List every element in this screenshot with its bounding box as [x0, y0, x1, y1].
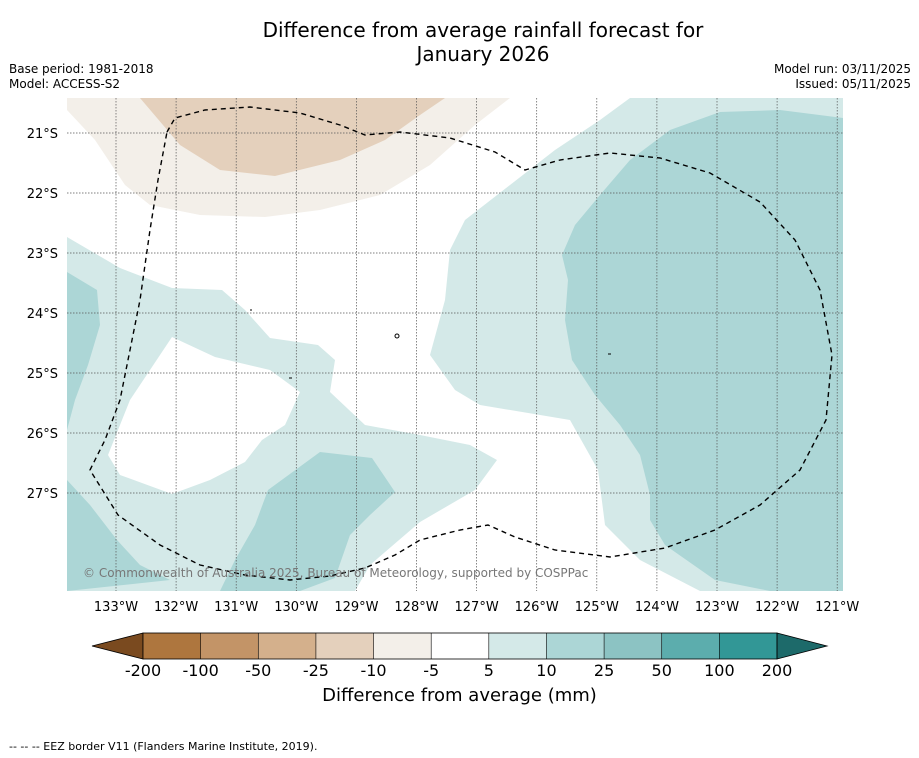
colorbar-segment [431, 633, 489, 659]
wet-region-south-medium [220, 452, 395, 591]
model-name: Model: ACCESS-S2 [9, 77, 121, 91]
lon-label: 126°W [515, 600, 559, 615]
colorbar-segment [200, 633, 259, 659]
colorbar-tick-label: 10 [536, 661, 556, 680]
map-area [67, 98, 843, 591]
colorbar-tick-label: 200 [762, 661, 793, 680]
model-run: Model run: 03/11/2025 [773, 62, 911, 76]
lat-label: 21°S [27, 127, 58, 142]
colorbar [91, 632, 829, 660]
title-line-1: Difference from average rainfall forecas… [262, 18, 704, 42]
lat-label: 25°S [27, 367, 58, 382]
meta-right: Model run: 03/11/2025 Issued: 05/11/2025 [774, 62, 911, 92]
colorbar-tick-label: -50 [245, 661, 271, 680]
colorbar-tick-label: -100 [182, 661, 218, 680]
lon-label: 128°W [394, 600, 438, 615]
colorbar-segment [661, 633, 720, 659]
colorbar-tick-label: -25 [303, 661, 329, 680]
lat-label: 26°S [27, 427, 58, 442]
lon-label: 122°W [755, 600, 799, 615]
colorbar-tick-label: -5 [423, 661, 439, 680]
lon-label: 131°W [214, 600, 258, 615]
colorbar-frame [142, 632, 778, 660]
colorbar-label: Difference from average (mm) [322, 685, 597, 706]
mark-4 [394, 333, 400, 339]
colorbar-segment [719, 633, 777, 659]
colorbar-segment [373, 633, 432, 659]
neutral-region-west [108, 337, 300, 494]
colorbar-segment [546, 633, 605, 659]
colorbar-segment [258, 633, 316, 659]
latitude-labels: 21°S 22°S 23°S 24°S 25°S 26°S 27°S [27, 127, 58, 502]
lon-label: 130°W [274, 600, 318, 615]
lon-label: 133°W [94, 600, 138, 615]
colorbar-tick-label: 50 [652, 661, 672, 680]
wet-region-west-medium [67, 272, 100, 430]
meta-left: Base period: 1981-2018 Model: ACCESS-S2 [9, 62, 154, 92]
lon-label: 127°W [455, 600, 499, 615]
colorbar-extend-high [776, 632, 829, 660]
lon-label: 121°W [815, 600, 859, 615]
colorbar-extend-low [91, 632, 144, 660]
colorbar-tick-label: 100 [704, 661, 735, 680]
colorbar-segment [604, 633, 662, 659]
colorbar-tick-label: 25 [594, 661, 614, 680]
colorbar-segment [488, 633, 547, 659]
colorbar-segment [315, 633, 374, 659]
lon-label: 129°W [334, 600, 378, 615]
eez-border [89, 106, 833, 581]
wet-region-east-medium [562, 110, 843, 591]
base-period: Base period: 1981-2018 [9, 62, 154, 76]
gridlines [67, 98, 843, 591]
small-marks [250, 309, 611, 379]
colorbar-tick-label: -200 [125, 661, 161, 680]
lon-label: 132°W [154, 600, 198, 615]
longitude-labels: 133°W 132°W 131°W 130°W 129°W 128°W 127°W 126°W… [94, 600, 860, 615]
colorbar-ticks: -200 -100 -50 -25 -10 -5 5 10 25 50 100 200 [125, 661, 792, 680]
title-line-2: January 2026 [416, 42, 550, 66]
issued-date: Issued: 05/11/2025 [795, 77, 911, 91]
lat-label: 23°S [27, 247, 58, 262]
lat-label: 22°S [27, 187, 58, 202]
dry-region-medium [140, 98, 445, 176]
lon-label: 125°W [575, 600, 619, 615]
copyright-text: © Commonwealth of Australia 2025, Bureau… [83, 566, 588, 580]
map-title: Difference from average rainfall forecas… [0, 18, 919, 66]
lat-label: 27°S [27, 487, 58, 502]
colorbar-tick-label: 5 [484, 661, 494, 680]
eez-legend: -- -- -- EEZ border V11 (Flanders Marine… [9, 740, 318, 753]
colorbar-tick-label: -10 [360, 661, 386, 680]
lat-label: 24°S [27, 307, 58, 322]
colorbar-segment [143, 633, 201, 659]
wet-region-southwest-medium [67, 480, 170, 591]
lon-label: 123°W [695, 600, 739, 615]
lon-label: 124°W [635, 600, 679, 615]
